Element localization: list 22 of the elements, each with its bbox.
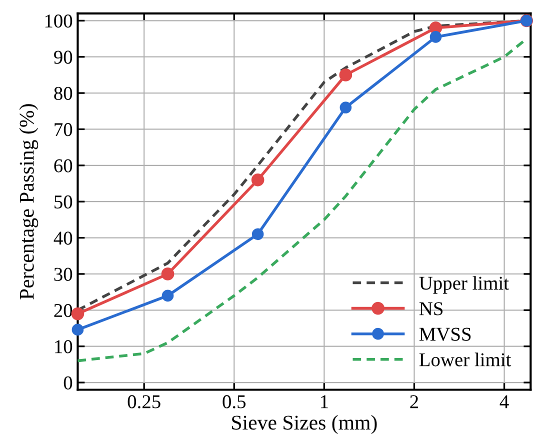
y-tick-label: 80 <box>54 86 72 100</box>
x-tick-label: 0.5 <box>222 395 246 408</box>
y-tick-label: 10 <box>55 340 72 354</box>
x-tick-label: 2 <box>410 395 418 408</box>
x-tick-label: 0.25 <box>128 395 160 408</box>
x-axis-title: Sieve Sizes (mm) <box>232 415 377 434</box>
y-tick-label: 30 <box>54 268 72 281</box>
x-tick-label: 4 <box>500 395 509 408</box>
legend-label: NS <box>419 302 443 316</box>
y-axis-title: Percentage Passing (%) <box>19 104 38 300</box>
y-tick-label: 0 <box>64 376 72 390</box>
y-tick-label: 90 <box>54 50 72 64</box>
y-tick-label: 50 <box>54 195 72 209</box>
legend-label: Upper limit <box>419 276 509 294</box>
y-tick-label: 40 <box>54 232 72 245</box>
legend-label: Lower limit <box>419 352 512 366</box>
legend-label: MVSS <box>419 328 471 341</box>
y-tick-label: 70 <box>54 123 72 136</box>
y-tick-label: 60 <box>54 159 72 172</box>
x-tick-label: 1 <box>321 395 328 408</box>
y-tick-label: 100 <box>45 14 72 28</box>
y-tick-label: 20 <box>54 304 72 318</box>
